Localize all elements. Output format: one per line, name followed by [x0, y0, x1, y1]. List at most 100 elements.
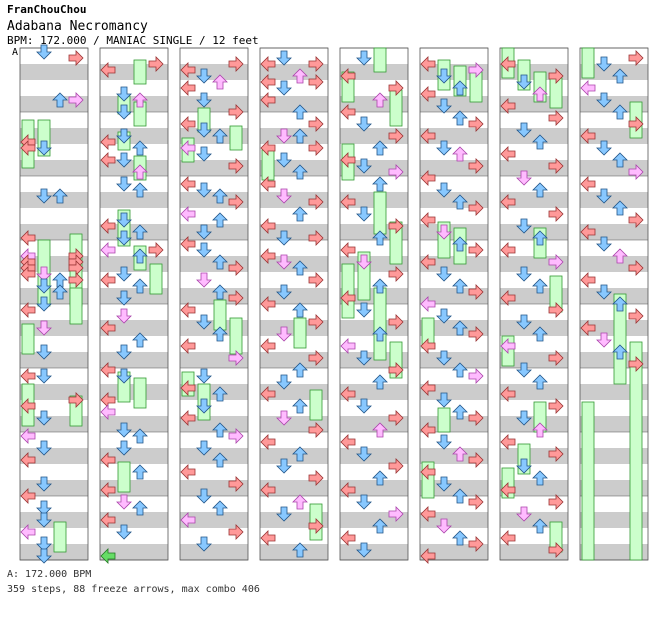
step-arrow [308, 422, 324, 438]
step-arrow [420, 422, 436, 438]
step-arrow [180, 302, 196, 318]
chart-column [339, 47, 409, 561]
step-arrow [340, 482, 356, 498]
step-arrow [292, 362, 308, 378]
step-arrow [36, 344, 52, 360]
step-arrow [420, 464, 436, 480]
step-arrow [196, 182, 212, 198]
step-arrow [196, 272, 212, 288]
beat-band [500, 128, 568, 144]
step-arrow [68, 92, 84, 108]
step-arrow [388, 164, 404, 180]
beat-band [580, 64, 648, 80]
step-arrow [452, 320, 468, 336]
step-arrow [468, 368, 484, 384]
step-arrow [132, 164, 148, 180]
step-arrow [372, 230, 388, 246]
step-arrow [420, 380, 436, 396]
step-arrow [228, 350, 244, 366]
freeze-arrow [229, 125, 243, 151]
step-arrow [452, 80, 468, 96]
step-arrow [612, 296, 628, 312]
step-arrow [260, 482, 276, 498]
freeze-arrow [373, 287, 387, 361]
step-arrow [420, 254, 436, 270]
freeze-arrow [213, 299, 227, 331]
step-arrow [516, 122, 532, 138]
step-arrow [292, 446, 308, 462]
step-arrow [452, 404, 468, 420]
step-arrow [356, 446, 372, 462]
step-arrow [516, 506, 532, 522]
column-border [19, 47, 89, 561]
step-arrow [260, 140, 276, 156]
step-arrow [436, 518, 452, 534]
step-arrow [36, 548, 52, 564]
step-arrow [468, 242, 484, 258]
step-arrow [132, 92, 148, 108]
step-arrow [196, 224, 212, 240]
beat-band [100, 416, 168, 432]
step-arrow [196, 488, 212, 504]
step-arrow [548, 350, 564, 366]
step-arrow [468, 452, 484, 468]
freeze-arrow [69, 287, 83, 325]
freeze-arrow [133, 59, 147, 85]
step-arrow [36, 188, 52, 204]
beat-band [180, 416, 248, 432]
step-arrow [276, 374, 292, 390]
step-arrow [180, 116, 196, 132]
step-arrow [356, 398, 372, 414]
step-arrow [516, 218, 532, 234]
step-arrow [628, 116, 644, 132]
step-arrow [292, 494, 308, 510]
step-arrow [132, 182, 148, 198]
step-arrow [548, 158, 564, 174]
beat-band [20, 192, 88, 208]
step-arrow [420, 548, 436, 564]
step-arrow [548, 398, 564, 414]
step-arrow [372, 326, 388, 342]
step-arrow [36, 140, 52, 156]
freeze-arrow [613, 293, 627, 385]
step-arrow [452, 146, 468, 162]
step-arrow [116, 524, 132, 540]
step-arrow [132, 500, 148, 516]
step-arrow [452, 110, 468, 126]
step-arrow [180, 338, 196, 354]
step-arrow [372, 374, 388, 390]
freeze-arrow [581, 401, 595, 561]
step-arrow [372, 518, 388, 534]
step-arrow [20, 302, 36, 318]
step-arrow [468, 158, 484, 174]
step-arrow [468, 284, 484, 300]
beat-band [500, 192, 568, 208]
beat-band [340, 480, 408, 496]
column-border [259, 47, 329, 561]
step-arrow [388, 458, 404, 474]
step-arrow [356, 158, 372, 174]
chart-column [19, 44, 89, 564]
step-arrow [372, 278, 388, 294]
step-arrow [596, 188, 612, 204]
step-arrow [628, 50, 644, 66]
step-arrow [260, 296, 276, 312]
step-arrow [580, 128, 596, 144]
step-arrow [36, 410, 52, 426]
freeze-arrow [629, 341, 643, 561]
step-arrow [116, 266, 132, 282]
step-arrow [452, 530, 468, 546]
step-arrow [116, 344, 132, 360]
beat-band [100, 128, 168, 144]
author-name: FranChouChou [7, 3, 87, 16]
step-arrow [100, 134, 116, 150]
step-arrow [532, 86, 548, 102]
beat-band [340, 128, 408, 144]
step-arrow [212, 500, 228, 516]
step-arrow [52, 284, 68, 300]
step-arrow [100, 482, 116, 498]
chart-column [579, 47, 649, 561]
beat-band [180, 512, 248, 528]
step-arrow [612, 344, 628, 360]
step-arrow [468, 494, 484, 510]
